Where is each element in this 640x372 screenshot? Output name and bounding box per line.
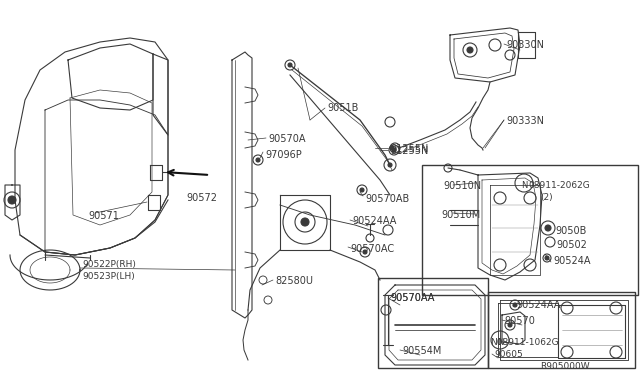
Text: N08911-1062G: N08911-1062G [490,338,559,347]
Text: 90333N: 90333N [506,116,544,126]
Text: 91255N: 91255N [390,144,428,154]
Text: 90570AC: 90570AC [350,244,394,254]
Circle shape [392,148,396,152]
Text: 82580U: 82580U [275,276,313,286]
Text: 90524AA: 90524AA [352,216,396,226]
Bar [488,292,635,368]
Text: 90522P(RH): 90522P(RH) [82,260,136,269]
Circle shape [390,146,394,150]
Circle shape [508,323,512,327]
Circle shape [288,63,292,67]
Text: 90523P(LH): 90523P(LH) [82,272,135,281]
Circle shape [363,250,367,254]
Text: 91255N: 91255N [390,146,428,156]
Circle shape [256,158,260,162]
Text: 90570AB: 90570AB [365,194,409,204]
Text: 90510N: 90510N [443,181,481,191]
Text: 90570A: 90570A [268,134,305,144]
Text: N: N [497,338,503,347]
Text: 90510M: 90510M [441,210,480,220]
Bar [422,165,638,295]
Text: 90524A: 90524A [553,256,591,266]
Text: 90524AA: 90524AA [516,300,561,310]
Circle shape [513,303,517,307]
Text: 90605: 90605 [494,350,523,359]
Circle shape [545,225,551,231]
Circle shape [467,47,473,53]
Text: 90502: 90502 [556,240,587,250]
Text: N: N [521,181,527,190]
Text: 90570: 90570 [504,316,535,326]
Text: 90570AA: 90570AA [390,293,435,303]
Text: 90554M: 90554M [402,346,442,356]
Circle shape [545,256,549,260]
Text: R905000W: R905000W [540,362,589,371]
Text: 90330N: 90330N [506,40,544,50]
Circle shape [360,188,364,192]
Text: (2): (2) [540,193,552,202]
Circle shape [301,218,309,226]
Text: 90572: 90572 [186,193,217,203]
Text: 97096P: 97096P [265,150,301,160]
Circle shape [388,163,392,167]
Text: 9051B: 9051B [327,103,358,113]
Text: 90570AA: 90570AA [390,293,435,303]
Circle shape [8,196,16,204]
Text: 08911-2062G: 08911-2062G [528,181,589,190]
Text: 90571: 90571 [88,211,119,221]
Bar [378,278,488,368]
Text: 9050B: 9050B [555,226,586,236]
